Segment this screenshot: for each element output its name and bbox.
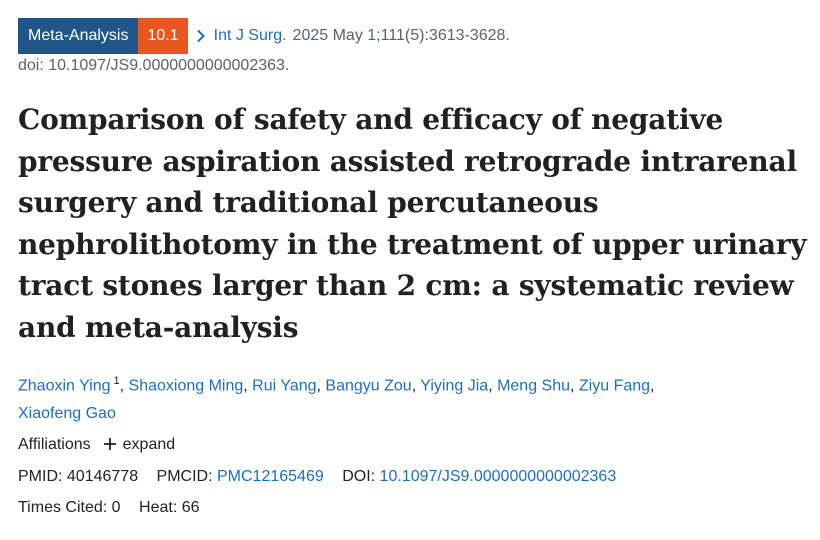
impact-factor-badge: 10.1: [138, 18, 188, 54]
affiliations-row: Affiliations expand: [18, 436, 175, 454]
pmid-value: 40146778: [66, 468, 139, 485]
pmid-label: PMID:: [18, 468, 63, 485]
doi-text: doi: 10.1097/JS9.0000000000002363.: [18, 57, 290, 74]
author-link[interactable]: Meng Shu: [497, 377, 571, 395]
source-line: Meta-Analysis 10.1 Int J Surg. 2025 May …: [18, 18, 510, 54]
chevron-right-icon[interactable]: [196, 28, 210, 44]
author-link[interactable]: Bangyu Zou: [325, 377, 412, 395]
author-link[interactable]: Zhaoxin Ying: [18, 377, 111, 395]
expand-affiliations-button[interactable]: expand: [103, 436, 176, 454]
affiliations-label: Affiliations: [18, 436, 91, 453]
author-link[interactable]: Rui Yang: [252, 377, 317, 395]
author-list: Zhaoxin Ying 1, Shaoxiong Ming, Rui Yang,…: [18, 375, 655, 423]
expand-label: expand: [122, 436, 176, 453]
author-link[interactable]: Shaoxiong Ming: [128, 377, 244, 395]
author-link[interactable]: Xiaofeng Gao: [18, 405, 116, 423]
journal-link[interactable]: Int J Surg.: [213, 27, 287, 44]
article-type-badge: Meta-Analysis: [18, 18, 139, 54]
heat-value: 66: [181, 499, 200, 516]
doi-link[interactable]: 10.1097/JS9.0000000000002363: [379, 468, 617, 485]
pmcid-label: PMCID:: [156, 468, 213, 485]
heat-label: Heat:: [139, 499, 178, 516]
author-link[interactable]: Yiying Jia: [420, 377, 489, 395]
plus-icon: [103, 437, 117, 453]
citation-text: 2025 May 1;111(5):3613-3628.: [292, 27, 510, 44]
identifier-row: PMID: 40146778 PMCID: PMC12165469 DOI: 1…: [18, 468, 616, 486]
author-link[interactable]: Ziyu Fang: [578, 377, 651, 395]
doi-label: DOI:: [342, 468, 376, 485]
times-cited-label: Times Cited:: [18, 499, 108, 516]
pmcid-link[interactable]: PMC12165469: [217, 468, 324, 485]
article-badge: Meta-Analysis 10.1: [18, 18, 188, 54]
affiliation-superscript[interactable]: 1: [113, 375, 120, 387]
article-title: Comparison of safety and efficacy of neg…: [18, 103, 807, 344]
times-cited-value: 0: [111, 499, 121, 516]
stats-row: Times Cited: 0 Heat: 66: [18, 499, 200, 517]
